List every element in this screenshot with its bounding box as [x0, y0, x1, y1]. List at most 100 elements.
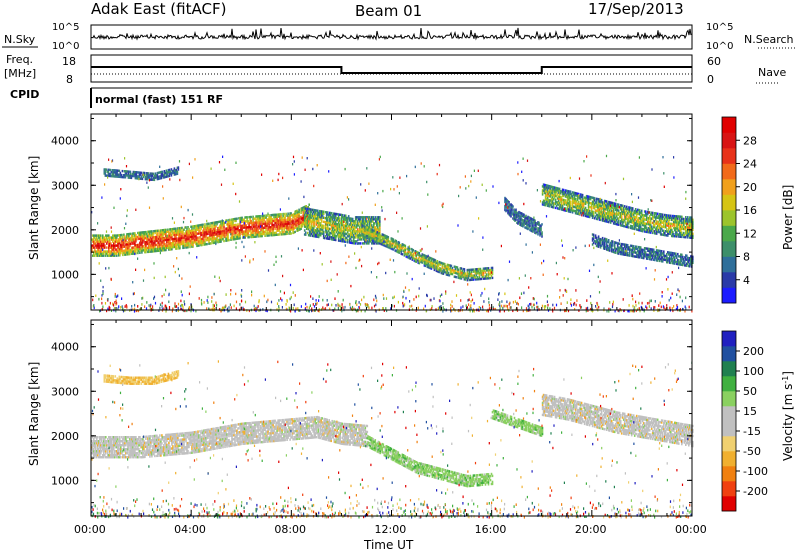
power-colorbar-seg-3 — [722, 241, 736, 257]
nsky-tick-top: 10^5 — [52, 22, 79, 33]
power-band-6 — [103, 166, 180, 182]
beam-title: Beam 01 — [355, 2, 423, 20]
velocity-colorbar-seg-3 — [722, 451, 736, 467]
velocity-colorbar-seg-5 — [722, 421, 736, 437]
colorbars: 4 8 12 16 20 24 28 Power [dB] -200 -100 -50 -15 15 50… — [721, 116, 796, 512]
velocity-heatmap — [91, 320, 694, 519]
velocity-colorbar-seg-11 — [722, 331, 736, 347]
velocity-ytick-0: 1000 — [51, 474, 79, 487]
velocity-colorbar-seg-9 — [722, 361, 736, 377]
velocity-colorbar-seg-7 — [722, 391, 736, 407]
power-cbar-tick-3: 16 — [743, 204, 757, 217]
date-title: 17/Sep/2013 — [588, 0, 684, 18]
velocity-cbar-tick-1: -100 — [743, 465, 768, 478]
velocity-colorbar-seg-0 — [722, 496, 736, 512]
velocity-cbar-tick-0: -200 — [743, 485, 768, 498]
power-colorbar-seg-6 — [722, 194, 736, 211]
power-cbar-label: Power [dB] — [781, 185, 795, 250]
freq-unit: [MHz] — [4, 67, 36, 80]
power-band-3 — [504, 196, 543, 238]
velocity-cbar-tick-5: 50 — [743, 385, 757, 398]
xtick-4: 16:00 — [475, 523, 507, 536]
axes: 1000 2000 3000 4000 Slant Range [km] 1000 2000… — [27, 113, 707, 552]
freq-label: Freq. — [6, 53, 33, 66]
cpid-label: CPID — [10, 88, 39, 101]
power-band-1 — [303, 207, 381, 245]
power-colorbar-seg-4 — [722, 225, 736, 242]
velocity-cbar-tick-4: 15 — [743, 405, 757, 418]
power-cbar-tick-6: 28 — [743, 134, 757, 147]
power-colorbar-seg-11 — [722, 117, 736, 133]
power-colorbar-seg-7 — [722, 179, 736, 195]
nave-label: Nave — [758, 66, 786, 79]
nsearch-tick-bottom: 10^0 — [706, 41, 733, 52]
station-title: Adak East (fitACF) — [91, 0, 227, 18]
velocity-band-3 — [541, 393, 694, 448]
power-cbar-tick-4: 20 — [743, 181, 757, 194]
freq-panel-frame — [90, 54, 693, 83]
xtick-1: 04:00 — [174, 523, 206, 536]
velocity-ytick-1: 2000 — [51, 430, 79, 443]
power-cbar-tick-0: 4 — [743, 274, 750, 287]
power-cbar-tick-2: 12 — [743, 227, 757, 240]
xtick-2: 08:00 — [274, 523, 306, 536]
strip-panels: N.Sky 10^5 10^0 10^5 10^0 N.Search Freq.[MHz] 1… — [2, 22, 796, 108]
velocity-colorbar-seg-8 — [722, 376, 736, 392]
power-colorbar-seg-8 — [722, 163, 736, 180]
velocity-cbar-label: Velocity [m s-1] — [781, 371, 796, 461]
nsearch-tick-top: 10^5 — [706, 22, 733, 33]
power-colorbar: 4 8 12 16 20 24 28 Power [dB] — [721, 116, 795, 304]
velocity-band-1 — [366, 434, 494, 488]
power-heatmap — [91, 114, 694, 313]
nave-tick-bottom: 0 — [707, 73, 714, 86]
velocity-ytick-3: 4000 — [51, 341, 79, 354]
nsky-label: N.Sky — [4, 33, 36, 46]
xtick-5: 20:00 — [575, 523, 607, 536]
nsky-tick-bottom: 10^0 — [52, 41, 79, 52]
power-colorbar-seg-0 — [722, 287, 736, 304]
freq-tick-bottom: 8 — [66, 73, 73, 86]
velocity-noise — [91, 360, 693, 519]
power-colorbar-seg-2 — [722, 256, 736, 273]
nave-tick-top: 60 — [707, 55, 721, 68]
power-ytick-1: 2000 — [51, 224, 79, 237]
power-colorbar-seg-1 — [722, 272, 736, 288]
velocity-cbar-tick-3: -15 — [743, 425, 761, 438]
xtick-0: 00:00 — [74, 523, 106, 536]
power-band-0 — [91, 203, 310, 257]
velocity-cbar-tick-2: -50 — [743, 445, 761, 458]
power-colorbar-seg-5 — [722, 210, 736, 226]
power-ylabel: Slant Range [km] — [27, 156, 41, 260]
velocity-band-2 — [491, 409, 544, 437]
nsky-trace — [90, 27, 692, 41]
velocity-colorbar: -200 -100 -50 -15 15 50 100 200 Velocity [m s-1] — [721, 330, 796, 512]
xtick-6: 00:00 — [675, 523, 707, 536]
nsky-panel-frame — [90, 24, 693, 50]
velocity-colorbar-seg-10 — [722, 346, 736, 362]
power-band-4 — [541, 183, 694, 239]
power-band-2 — [361, 224, 494, 282]
power-ytick-2: 3000 — [51, 179, 79, 192]
velocity-cbar-tick-6: 100 — [743, 365, 764, 378]
cpid-text: normal (fast) 151 RF — [95, 93, 223, 106]
power-band-5 — [591, 233, 694, 268]
power-cbar-tick-1: 8 — [743, 251, 750, 264]
velocity-colorbar-seg-2 — [722, 466, 736, 482]
velocity-colorbar-seg-6 — [722, 406, 736, 422]
velocity-band-4 — [103, 370, 180, 385]
power-colorbar-seg-9 — [722, 148, 736, 164]
freq-trace — [91, 66, 692, 74]
power-ytick-3: 4000 — [51, 135, 79, 148]
xaxis-label: Time UT — [363, 538, 414, 552]
power-cbar-tick-5: 24 — [743, 158, 757, 171]
freq-tick-top: 18 — [62, 55, 76, 68]
xtick-3: 12:00 — [375, 523, 407, 536]
velocity-ytick-2: 3000 — [51, 385, 79, 398]
velocity-colorbar-seg-4 — [722, 436, 736, 452]
power-colorbar-seg-10 — [722, 132, 736, 149]
velocity-ylabel: Slant Range [km] — [27, 362, 41, 466]
power-ytick-0: 1000 — [51, 268, 79, 281]
velocity-colorbar-seg-1 — [722, 481, 736, 497]
